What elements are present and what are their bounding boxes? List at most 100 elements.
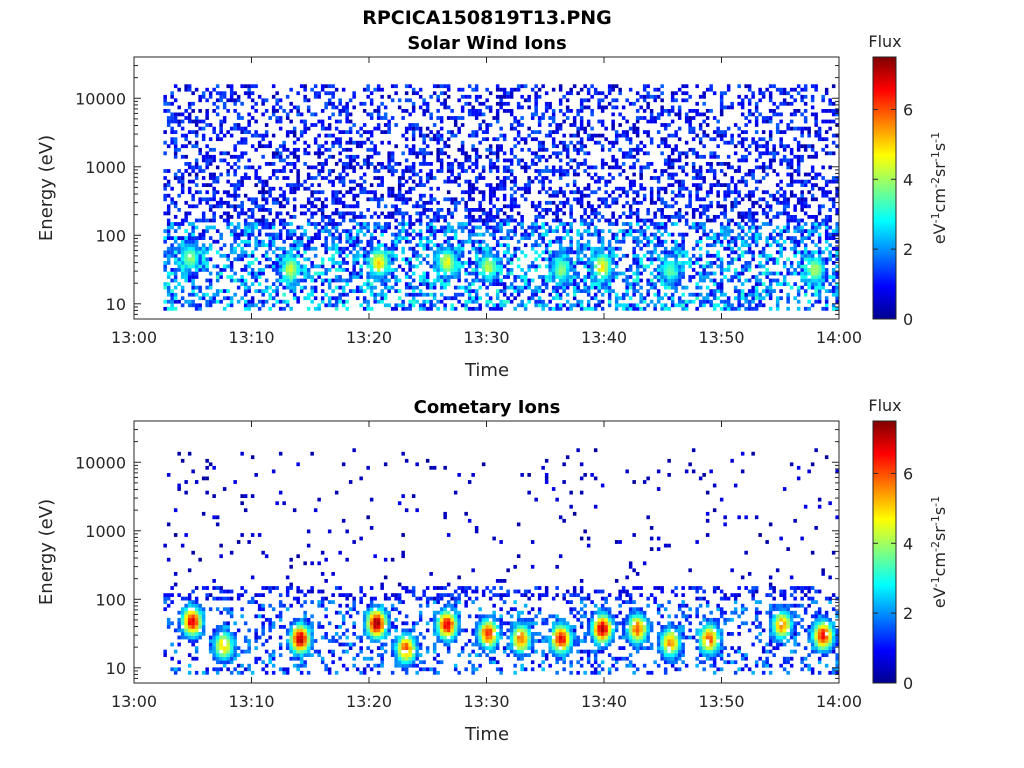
heatmap-cell bbox=[394, 257, 398, 262]
heatmap-cell bbox=[653, 275, 657, 279]
heatmap-cell bbox=[548, 186, 552, 191]
heatmap-cell bbox=[754, 186, 759, 191]
heatmap-cell bbox=[450, 261, 454, 265]
heatmap-cell bbox=[334, 250, 339, 255]
heatmap-cell bbox=[663, 137, 668, 142]
heatmap-cell bbox=[243, 232, 248, 237]
heatmap-cell bbox=[271, 169, 276, 173]
heatmap-cell bbox=[387, 154, 391, 159]
heatmap-cell bbox=[250, 211, 255, 216]
heatmap-cell bbox=[425, 109, 430, 113]
heatmap-cell bbox=[527, 296, 531, 301]
heatmap-cell bbox=[289, 282, 293, 286]
heatmap-cell bbox=[649, 94, 654, 99]
heatmap-cell bbox=[688, 193, 692, 198]
heatmap-cell bbox=[642, 218, 647, 223]
heatmap-cell bbox=[453, 268, 458, 272]
heatmap-cell bbox=[660, 105, 664, 110]
heatmap-cell bbox=[313, 306, 318, 311]
heatmap-cell bbox=[208, 176, 213, 180]
heatmap-cell bbox=[726, 140, 731, 145]
heatmap-cell bbox=[201, 137, 206, 142]
heatmap-cell bbox=[324, 84, 328, 89]
heatmap-cell bbox=[268, 285, 272, 290]
heatmap-cell bbox=[705, 243, 710, 248]
heatmap-cell bbox=[649, 112, 654, 117]
heatmap-cell bbox=[737, 140, 741, 145]
heatmap-cell bbox=[558, 250, 563, 255]
heatmap-cell bbox=[516, 87, 521, 92]
heatmap-cell bbox=[439, 147, 444, 152]
heatmap-cell bbox=[607, 261, 612, 265]
heatmap-cell bbox=[208, 208, 213, 212]
heatmap-cell bbox=[628, 179, 633, 184]
heatmap-cell bbox=[667, 158, 671, 163]
heatmap-cell bbox=[744, 292, 748, 297]
heatmap-cell bbox=[751, 112, 755, 117]
heatmap-cell bbox=[327, 278, 332, 283]
heatmap-cell bbox=[464, 169, 468, 173]
heatmap-cell bbox=[747, 218, 752, 223]
heatmap-cell bbox=[765, 285, 769, 290]
heatmap-cell bbox=[548, 257, 552, 262]
heatmap-cell bbox=[719, 271, 724, 276]
heatmap-cell bbox=[460, 123, 465, 127]
heatmap-cell bbox=[289, 101, 293, 106]
heatmap-cell bbox=[310, 112, 314, 117]
heatmap-cell bbox=[194, 225, 199, 230]
heatmap-cell bbox=[495, 303, 500, 308]
heatmap-cell bbox=[754, 275, 759, 279]
heatmap-cell bbox=[467, 165, 472, 170]
heatmap-cell bbox=[562, 133, 566, 138]
heatmap-cell bbox=[499, 236, 503, 240]
heatmap-cell bbox=[219, 246, 223, 251]
heatmap-cell bbox=[751, 289, 755, 293]
heatmap-cell bbox=[691, 126, 696, 131]
heatmap-cell bbox=[551, 130, 556, 134]
heatmap-cell bbox=[761, 119, 766, 124]
heatmap-cell bbox=[670, 232, 675, 237]
heatmap-cell bbox=[765, 271, 769, 276]
heatmap-cell bbox=[355, 285, 360, 290]
heatmap-cell bbox=[236, 222, 241, 226]
heatmap-cell bbox=[380, 193, 384, 198]
heatmap-cell bbox=[383, 204, 388, 209]
heatmap-cell bbox=[705, 208, 710, 212]
heatmap-cell bbox=[411, 204, 416, 209]
heatmap-cell bbox=[289, 243, 293, 248]
heatmap-cell bbox=[376, 87, 381, 92]
heatmap-cell bbox=[418, 193, 423, 198]
heatmap-cell bbox=[702, 176, 706, 180]
heatmap-cell bbox=[684, 218, 689, 223]
heatmap-cell bbox=[194, 239, 199, 244]
heatmap-cell bbox=[170, 306, 174, 311]
heatmap-cell bbox=[429, 172, 433, 177]
heatmap-cell bbox=[334, 176, 339, 180]
heatmap-cell bbox=[544, 257, 549, 262]
heatmap-cell bbox=[387, 264, 391, 269]
heatmap-cell bbox=[324, 225, 328, 230]
heatmap-cell bbox=[495, 147, 500, 152]
heatmap-cell bbox=[285, 236, 290, 240]
heatmap-cell bbox=[621, 236, 626, 240]
heatmap-cell bbox=[751, 285, 755, 290]
heatmap-cell bbox=[390, 306, 395, 311]
heatmap-cell bbox=[401, 211, 405, 216]
heatmap-cell bbox=[677, 87, 682, 92]
heatmap-cell bbox=[271, 261, 276, 265]
heatmap-cell bbox=[474, 289, 479, 293]
heatmap-cell bbox=[369, 140, 374, 145]
heatmap-cell bbox=[338, 119, 342, 124]
heatmap-cell bbox=[170, 278, 174, 283]
heatmap-cell bbox=[572, 197, 577, 202]
heatmap-cell bbox=[565, 105, 570, 110]
heatmap-cell bbox=[597, 232, 601, 237]
heatmap-cell bbox=[219, 232, 223, 237]
heatmap-cell bbox=[387, 169, 391, 173]
heatmap-cell bbox=[698, 236, 703, 240]
heatmap-cell bbox=[523, 236, 528, 240]
heatmap-cell bbox=[656, 264, 661, 269]
heatmap-cell bbox=[432, 236, 437, 240]
heatmap-cell bbox=[586, 200, 591, 205]
heatmap-cell bbox=[348, 211, 353, 216]
